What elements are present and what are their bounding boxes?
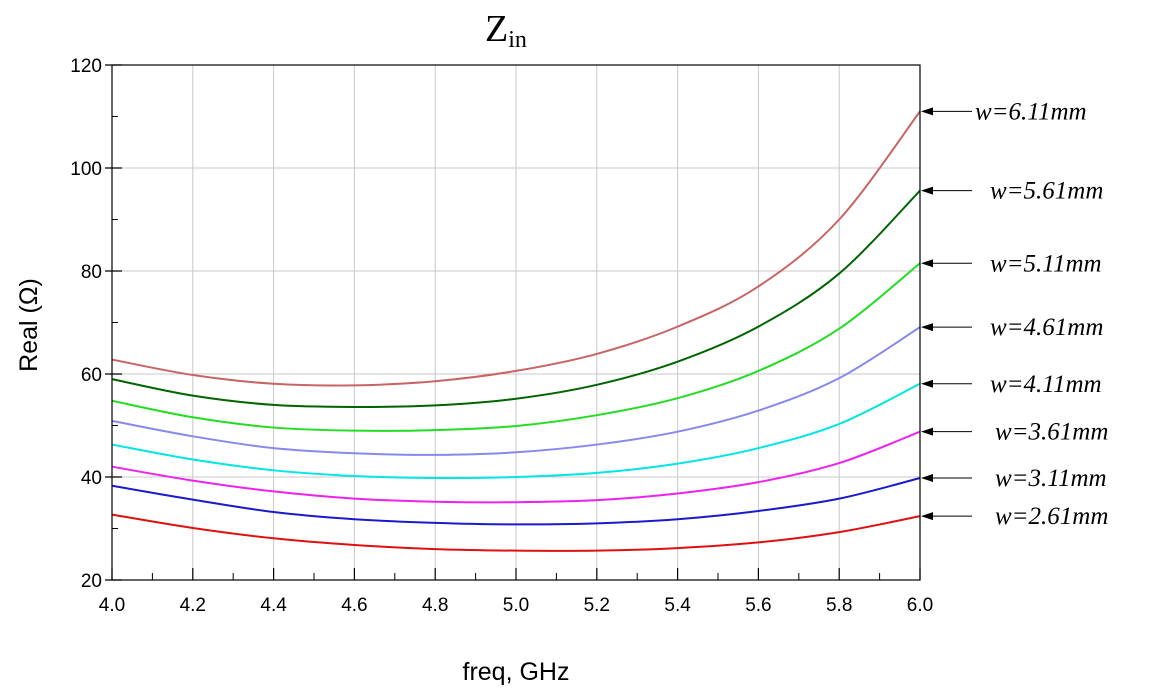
series-line [111, 513, 921, 552]
axis-ticks [105, 64, 921, 581]
annotation-arrow-head [921, 107, 933, 116]
series-annotation-label: w=5.11mm [990, 250, 1102, 277]
chart-title-main: Z [485, 8, 508, 50]
series-annotation-label: w=6.11mm [975, 98, 1087, 125]
x-tick-label: 5.2 [584, 595, 610, 616]
x-tick-label: 4.2 [180, 595, 206, 616]
series-line [111, 189, 921, 408]
y-tick-labels: 20 40 60 80 100 120 [70, 56, 102, 592]
series-line [111, 382, 921, 480]
annotation-arrow-head [921, 379, 933, 388]
series-line [111, 326, 921, 456]
annotation-arrow-head [921, 512, 933, 521]
y-tick-label: 80 [81, 262, 102, 283]
x-tick-labels: 4.0 4.2 4.4 4.6 4.8 5.0 5.2 5.4 5.6 5.8 6.0 [99, 595, 933, 616]
x-axis-label: freq, GHz [463, 658, 570, 686]
series-line [111, 110, 921, 387]
series-line [111, 430, 921, 504]
series-annotation-label: w=4.11mm [990, 371, 1102, 398]
series-annotation-label: w=5.61mm [990, 178, 1103, 205]
series-line [111, 262, 921, 432]
x-tick-label: 4.0 [99, 595, 125, 616]
x-tick-label: 4.4 [260, 595, 287, 616]
annotation-arrow-head [921, 427, 933, 436]
chart-title: Zin [485, 8, 527, 53]
y-axis-label: Real (Ω) [15, 278, 43, 372]
x-tick-label: 6.0 [907, 595, 933, 616]
series-line [111, 477, 921, 526]
y-tick-label: 120 [70, 56, 102, 77]
y-tick-label: 20 [81, 571, 102, 592]
x-tick-label: 5.6 [745, 595, 771, 616]
y-tick-label: 100 [70, 159, 102, 180]
annotation-arrow-head [921, 474, 933, 483]
series-annotation-label: w=3.61mm [995, 419, 1108, 446]
y-tick-label: 40 [81, 468, 102, 489]
annotation-arrow-head [921, 323, 933, 332]
series-annotation-label: w=4.61mm [990, 314, 1103, 341]
x-tick-label: 4.8 [422, 595, 448, 616]
series-lines [111, 110, 921, 552]
y-tick-label: 60 [81, 365, 102, 386]
x-tick-label: 5.4 [664, 595, 691, 616]
annotation-arrow-head [921, 186, 933, 195]
x-tick-label: 4.6 [341, 595, 367, 616]
series-annotation-label: w=2.61mm [995, 503, 1108, 530]
x-tick-label: 5.0 [503, 595, 529, 616]
x-tick-label: 5.8 [826, 595, 852, 616]
chart-title-subscript: in [508, 27, 527, 53]
annotation-arrow-head [921, 259, 933, 268]
series-annotation-label: w=3.11mm [995, 465, 1107, 492]
series-annotations: w=6.11mm w=5.61mm w=5.11mm w=4.61mm w=4.11mm… [921, 98, 1108, 530]
